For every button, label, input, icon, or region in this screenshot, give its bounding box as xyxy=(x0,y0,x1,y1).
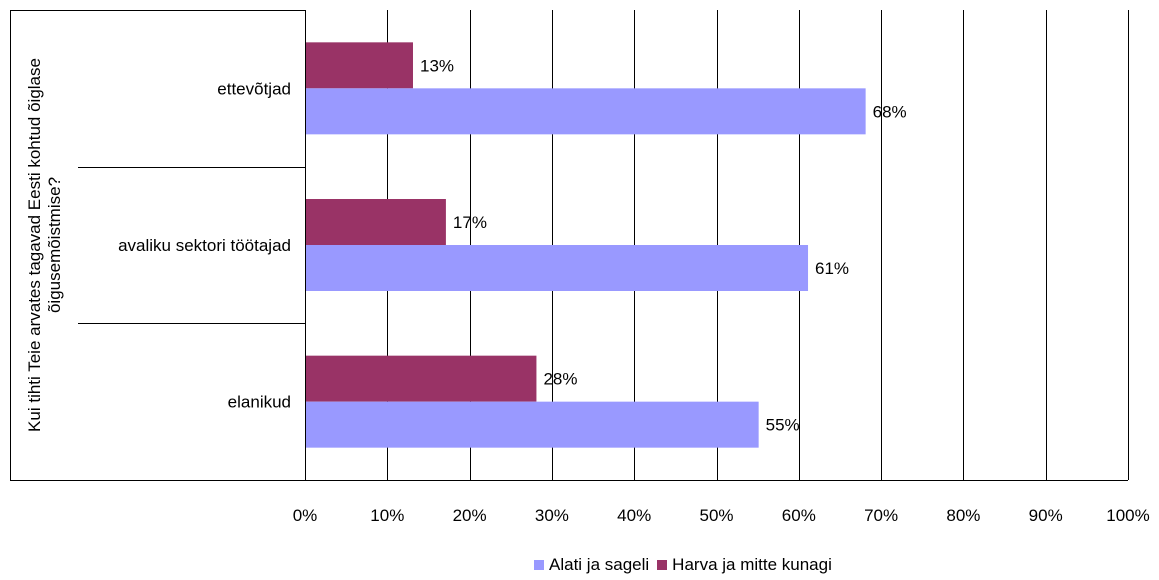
data-label: 61% xyxy=(815,259,849,278)
category-axis-frame xyxy=(10,10,1128,481)
tick-label: 20% xyxy=(453,506,487,525)
tick-label: 30% xyxy=(535,506,569,525)
tick-label: 90% xyxy=(1029,506,1063,525)
data-label: 55% xyxy=(766,416,800,435)
data-label: 68% xyxy=(873,102,907,121)
category-labels: ettevõtjad avaliku sektori töötajad elanik… xyxy=(118,79,291,411)
y-axis-title: Kui tihti Teie arvates tagavad Eesti koh… xyxy=(25,58,64,432)
legend-label-harva: Harva ja mitte kunagi xyxy=(672,555,832,574)
bar xyxy=(306,88,866,135)
tick-label: 40% xyxy=(617,506,651,525)
bar xyxy=(306,199,446,245)
tick-label: 50% xyxy=(699,506,733,525)
y-axis-title-line: õigusemõistmise? xyxy=(45,177,64,313)
y-axis-title-line: Kui tihti Teie arvates tagavad Eesti koh… xyxy=(25,58,44,432)
legend-item-harva: Harva ja mitte kunagi xyxy=(657,555,832,575)
data-labels: 13% 68% 17% 61% 28% 55% xyxy=(420,56,907,434)
tick-label: 80% xyxy=(946,506,980,525)
tick-label: 10% xyxy=(370,506,404,525)
legend-swatch-alati xyxy=(534,560,544,570)
legend-item-alati: Alati ja sageli xyxy=(534,555,649,575)
legend-swatch-harva xyxy=(657,560,668,570)
tick-label: 100% xyxy=(1106,506,1149,525)
category-label: avaliku sektori töötajad xyxy=(118,236,291,255)
tick-label: 60% xyxy=(782,506,816,525)
category-label: ettevõtjad xyxy=(217,79,291,98)
legend-label-alati: Alati ja sageli xyxy=(549,555,650,574)
data-label: 17% xyxy=(453,213,487,232)
legend: Alati ja sageli Harva ja mitte kunagi xyxy=(534,555,840,575)
tick-label: 0% xyxy=(293,506,318,525)
x-tick-labels: 0% 10% 20% 30% 40% 50% 60% 70% 80% 90% 100% xyxy=(293,506,1150,525)
bar xyxy=(306,245,809,291)
bars xyxy=(306,42,866,448)
data-label: 13% xyxy=(420,56,454,75)
data-label: 28% xyxy=(543,370,577,389)
bar xyxy=(306,42,413,89)
bar xyxy=(306,355,537,402)
category-label: elanikud xyxy=(228,393,291,412)
bar xyxy=(306,401,759,448)
tick-label: 70% xyxy=(864,506,898,525)
